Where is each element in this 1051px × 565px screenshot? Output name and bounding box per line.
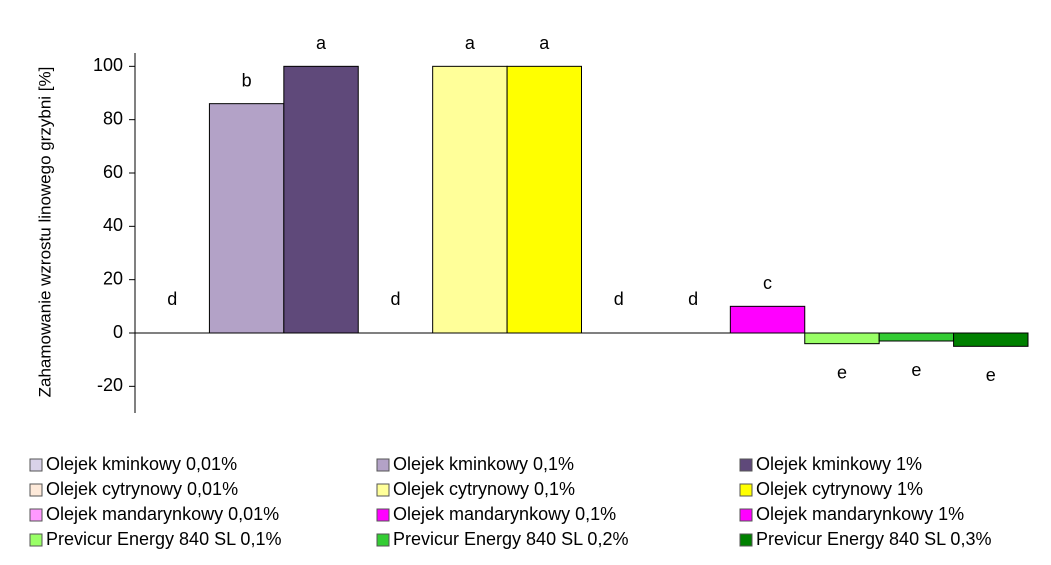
legend-swatch [376, 483, 390, 497]
annotation: e [911, 360, 921, 380]
legend-swatch [29, 508, 43, 522]
legend-label: Olejek cytrynowy 0,1% [393, 479, 575, 499]
legend-label: Olejek cytrynowy 1% [756, 479, 923, 499]
annotation: d [614, 289, 624, 309]
annotation: a [539, 33, 550, 53]
legend-swatch [739, 533, 753, 547]
bar [953, 332, 1029, 347]
legend-swatch [376, 508, 390, 522]
y-tick-label: 100 [93, 55, 123, 75]
annotation: d [390, 289, 400, 309]
legend-label: Previcur Energy 840 SL 0,1% [46, 529, 281, 549]
y-tick-label: 80 [103, 108, 123, 128]
legend-label: Olejek mandarynkowy 0,01% [46, 504, 279, 524]
legend-label: Previcur Energy 840 SL 0,2% [393, 529, 628, 549]
annotation: b [242, 70, 252, 90]
y-axis-label: Zahamowanie wzrostu linowego grzybni [%] [35, 67, 54, 398]
legend-label: Olejek kminkowy 0,1% [393, 454, 574, 474]
annotation: a [465, 33, 476, 53]
annotation: a [316, 33, 327, 53]
legend-swatch [29, 483, 43, 497]
bar [506, 65, 583, 334]
annotation: e [986, 365, 996, 385]
annotation: d [167, 289, 177, 309]
y-tick-label: -20 [97, 375, 123, 395]
legend-swatch [739, 458, 753, 472]
bar [729, 305, 806, 334]
legend-swatch [376, 533, 390, 547]
annotation: c [763, 273, 772, 293]
annotation: e [837, 362, 847, 382]
legend-swatch [376, 458, 390, 472]
bar [804, 332, 880, 345]
legend-label: Olejek kminkowy 1% [756, 454, 922, 474]
bar [208, 103, 285, 334]
bar [432, 65, 508, 334]
y-tick-label: 40 [103, 215, 123, 235]
annotation: d [688, 289, 698, 309]
bar [878, 332, 955, 342]
legend-label: Olejek cytrynowy 0,01% [46, 479, 238, 499]
y-tick-label: 20 [103, 268, 123, 288]
legend-swatch [29, 533, 43, 547]
legend-label: Olejek mandarynkowy 1% [756, 504, 964, 524]
legend-swatch [739, 483, 753, 497]
y-tick-label: 0 [113, 322, 123, 342]
legend-label: Previcur Energy 840 SL 0,3% [756, 529, 991, 549]
legend-swatch [739, 508, 753, 522]
legend-swatch [29, 458, 43, 472]
legend-label: Olejek kminkowy 0,01% [46, 454, 237, 474]
y-tick-label: 60 [103, 162, 123, 182]
legend-label: Olejek mandarynkowy 0,1% [393, 504, 616, 524]
bar [283, 65, 359, 334]
